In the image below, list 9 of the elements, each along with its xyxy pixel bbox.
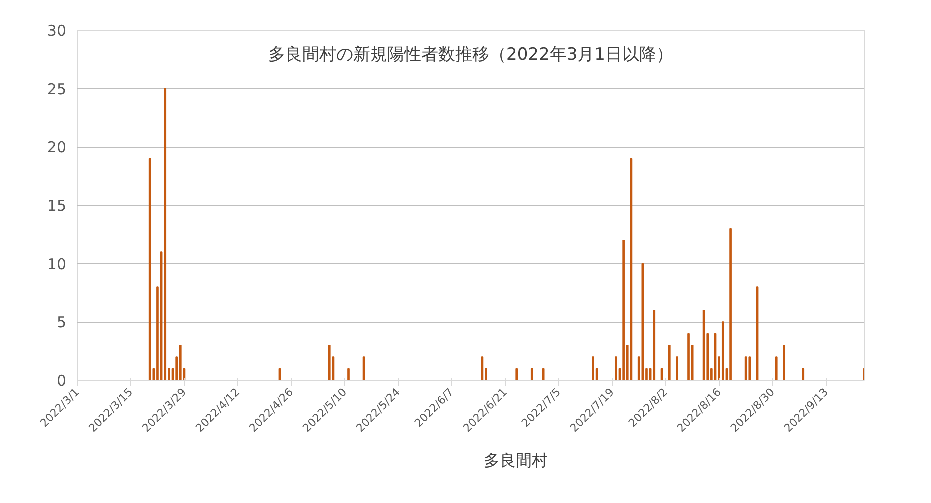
text: 多良間村の新規陽性者数推移（2022年3月1日以降） <box>268 45 674 65</box>
y-tick-label: 10 <box>47 255 67 274</box>
y-tick-label: 25 <box>47 80 67 98</box>
y-tick-label: 15 <box>47 197 67 215</box>
y-tick-label: 5 <box>56 314 67 332</box>
y-tick-label: 20 <box>47 138 67 157</box>
y-tick-label: 30 <box>47 22 67 40</box>
text: 多良間村 <box>484 451 548 472</box>
y-tick-label: 0 <box>56 372 67 390</box>
